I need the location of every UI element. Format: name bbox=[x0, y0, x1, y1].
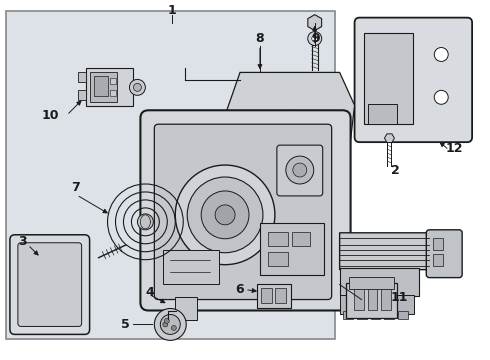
Polygon shape bbox=[340, 233, 444, 270]
FancyBboxPatch shape bbox=[355, 18, 472, 142]
FancyBboxPatch shape bbox=[277, 145, 323, 196]
Bar bbox=[354, 289, 364, 310]
Circle shape bbox=[129, 80, 146, 95]
FancyBboxPatch shape bbox=[433, 254, 443, 266]
Bar bbox=[368, 289, 377, 310]
FancyBboxPatch shape bbox=[364, 32, 414, 124]
Bar bbox=[261, 288, 272, 302]
Bar bbox=[271, 144, 283, 152]
Circle shape bbox=[172, 325, 176, 330]
Circle shape bbox=[308, 32, 322, 45]
Circle shape bbox=[434, 90, 448, 104]
Polygon shape bbox=[225, 72, 355, 148]
Bar bbox=[77, 90, 86, 100]
Circle shape bbox=[175, 165, 275, 265]
Circle shape bbox=[286, 156, 314, 184]
Text: 6: 6 bbox=[236, 283, 245, 296]
Circle shape bbox=[187, 177, 263, 253]
FancyBboxPatch shape bbox=[268, 232, 288, 246]
Text: 1: 1 bbox=[168, 4, 177, 17]
Circle shape bbox=[293, 163, 307, 177]
FancyBboxPatch shape bbox=[90, 72, 118, 102]
Circle shape bbox=[287, 110, 303, 126]
FancyBboxPatch shape bbox=[340, 268, 419, 296]
FancyBboxPatch shape bbox=[348, 276, 394, 289]
Bar bbox=[343, 311, 353, 319]
Bar bbox=[162, 315, 174, 323]
Circle shape bbox=[215, 205, 235, 225]
Bar bbox=[233, 144, 245, 152]
FancyBboxPatch shape bbox=[433, 238, 443, 250]
Text: 10: 10 bbox=[42, 109, 59, 122]
Bar bbox=[328, 144, 340, 152]
Bar bbox=[309, 144, 321, 152]
Bar bbox=[357, 311, 367, 319]
Text: 2: 2 bbox=[391, 163, 400, 176]
FancyBboxPatch shape bbox=[368, 104, 397, 124]
FancyBboxPatch shape bbox=[163, 250, 219, 284]
FancyBboxPatch shape bbox=[86, 68, 133, 106]
Circle shape bbox=[434, 48, 448, 62]
Text: 9: 9 bbox=[312, 32, 320, 45]
Text: 4: 4 bbox=[145, 286, 154, 299]
FancyBboxPatch shape bbox=[292, 232, 310, 246]
Circle shape bbox=[201, 191, 249, 239]
Circle shape bbox=[291, 114, 299, 122]
FancyBboxPatch shape bbox=[6, 11, 335, 339]
Bar bbox=[275, 288, 286, 302]
Bar bbox=[398, 311, 408, 319]
FancyBboxPatch shape bbox=[141, 110, 350, 310]
Circle shape bbox=[163, 322, 168, 327]
Bar bbox=[110, 78, 116, 84]
FancyBboxPatch shape bbox=[426, 230, 462, 278]
Polygon shape bbox=[385, 134, 394, 143]
Bar bbox=[370, 311, 380, 319]
Text: 11: 11 bbox=[391, 291, 408, 304]
FancyBboxPatch shape bbox=[268, 252, 288, 266]
Bar bbox=[77, 72, 86, 82]
Bar bbox=[290, 144, 302, 152]
FancyBboxPatch shape bbox=[345, 283, 397, 319]
Bar bbox=[385, 311, 394, 319]
Bar bbox=[94, 76, 107, 96]
Circle shape bbox=[154, 309, 186, 340]
FancyBboxPatch shape bbox=[340, 294, 415, 315]
FancyBboxPatch shape bbox=[260, 223, 324, 275]
Text: 8: 8 bbox=[256, 32, 264, 45]
Circle shape bbox=[137, 214, 153, 230]
Circle shape bbox=[133, 84, 142, 91]
Text: 12: 12 bbox=[445, 141, 463, 155]
Bar bbox=[382, 289, 392, 310]
Bar bbox=[110, 90, 116, 96]
FancyBboxPatch shape bbox=[257, 284, 291, 307]
Bar bbox=[252, 144, 264, 152]
FancyBboxPatch shape bbox=[175, 297, 197, 320]
Text: 3: 3 bbox=[19, 235, 27, 248]
FancyBboxPatch shape bbox=[154, 124, 332, 300]
FancyBboxPatch shape bbox=[18, 243, 82, 327]
FancyBboxPatch shape bbox=[10, 235, 90, 334]
Text: 7: 7 bbox=[71, 181, 80, 194]
Text: 5: 5 bbox=[121, 318, 130, 331]
Circle shape bbox=[164, 319, 169, 323]
Circle shape bbox=[160, 315, 180, 334]
Circle shape bbox=[312, 36, 318, 41]
Polygon shape bbox=[308, 15, 321, 31]
